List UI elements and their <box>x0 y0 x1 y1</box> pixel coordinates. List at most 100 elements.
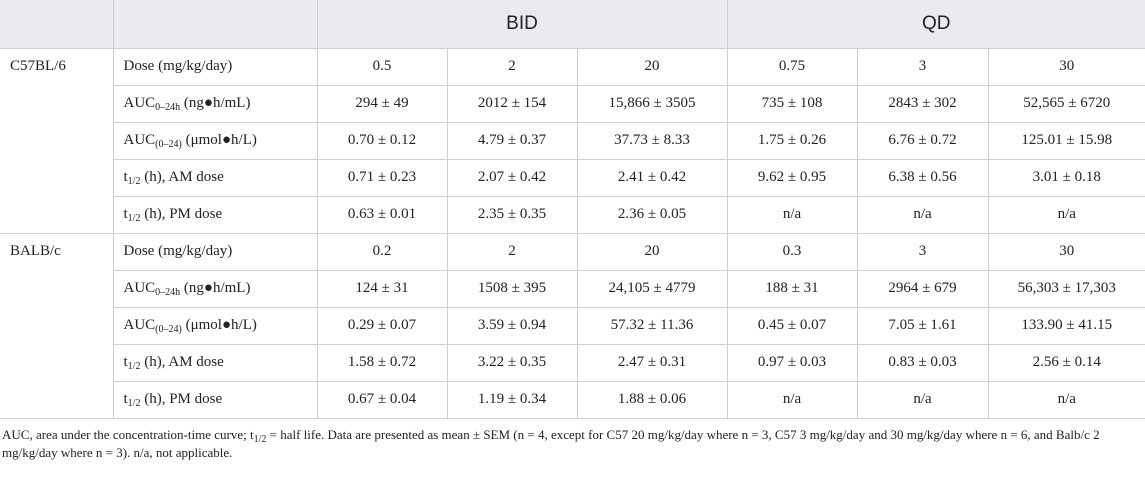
value-cell: 9.62 ± 0.95 <box>726 158 858 197</box>
text-run: t <box>123 391 128 407</box>
value-cell: 4.79 ± 0.37 <box>446 121 578 160</box>
row-label: t1/2 (h), PM dose <box>113 195 318 234</box>
group-header: QD <box>726 0 1145 49</box>
value-cell: 1.75 ± 0.26 <box>726 121 858 160</box>
text-run: (ng●h/mL) <box>180 280 251 296</box>
subscript: 1/2 <box>127 176 141 187</box>
value-cell: 15,866 ± 3505 <box>576 84 728 123</box>
value-cell: 37.73 ± 8.33 <box>576 121 728 160</box>
text-run: (μmol●h/L) <box>181 317 257 333</box>
table-row: t1/2 (h), PM dose 0.63 ± 0.01 2.35 ± 0.35 2… <box>0 195 1145 234</box>
table-row: t1/2 (h), PM dose 0.67 ± 0.04 1.19 ± 0.34 1… <box>0 380 1145 419</box>
value-cell: 294 ± 49 <box>316 84 448 123</box>
value-cell: 7.05 ± 1.61 <box>856 306 989 345</box>
value-cell: n/a <box>726 380 858 419</box>
value-cell: 2.07 ± 0.42 <box>446 158 578 197</box>
value-cell: 0.75 <box>726 48 858 86</box>
data-table: BID QD C57BL/6 Dose (mg/kg/day) 0.5 2 20 0.75… <box>0 0 1145 419</box>
text-run: AUC, area under the concentration-time c… <box>2 426 254 442</box>
value-cell: 30 <box>987 232 1145 271</box>
text-run: AUC <box>123 132 156 148</box>
value-cell: 0.3 <box>726 232 858 271</box>
value-cell: 3.22 ± 0.35 <box>446 343 578 382</box>
strain-cell: C57BL/6 <box>0 48 114 234</box>
subscript: 1/2 <box>253 433 267 445</box>
text-run: Dose (mg/kg/day) <box>123 243 233 259</box>
table-row: t1/2 (h), AM dose 0.71 ± 0.23 2.07 ± 0.42 2… <box>0 158 1145 197</box>
value-cell: 0.67 ± 0.04 <box>316 380 448 419</box>
value-cell: 2.36 ± 0.05 <box>576 195 728 234</box>
value-cell: 2843 ± 302 <box>856 84 989 123</box>
value-cell: 133.90 ± 41.15 <box>987 306 1145 345</box>
row-label: Dose (mg/kg/day) <box>112 48 318 86</box>
subscript: (0–24) <box>155 139 182 150</box>
subscript: 1/2 <box>127 213 141 224</box>
value-cell: n/a <box>726 195 858 234</box>
value-cell: n/a <box>856 380 989 419</box>
row-label: t1/2 (h), PM dose <box>113 380 318 419</box>
value-cell: 0.71 ± 0.23 <box>316 158 448 197</box>
value-cell: 0.2 <box>316 232 448 271</box>
text-run: AUC <box>123 280 156 296</box>
value-cell: n/a <box>856 195 989 234</box>
table-header: BID QD <box>0 0 1145 49</box>
text-run: (h), AM dose <box>140 169 224 185</box>
row-label: AUC(0–24) (μmol●h/L) <box>113 306 318 345</box>
value-cell: 30 <box>987 48 1145 86</box>
value-cell: 2 <box>446 232 578 271</box>
value-cell: 3.59 ± 0.94 <box>446 306 578 345</box>
text-run: AUC <box>123 95 156 111</box>
value-cell: 3 <box>856 48 989 86</box>
table-row: AUC(0–24) (μmol●h/L) 0.29 ± 0.07 3.59 ± 0.… <box>0 306 1145 345</box>
value-cell: 0.45 ± 0.07 <box>726 306 858 345</box>
value-cell: 3 <box>856 232 989 271</box>
value-cell: 0.5 <box>316 48 448 86</box>
row-label: AUC0–24h (ng●h/mL) <box>113 84 318 123</box>
text-run: AUC <box>123 317 156 333</box>
subscript: 0–24h <box>155 287 181 298</box>
value-cell: 52,565 ± 6720 <box>987 84 1145 123</box>
group-header: BID <box>316 0 728 49</box>
text-run: Dose (mg/kg/day) <box>123 58 233 74</box>
value-cell: 125.01 ± 15.98 <box>987 121 1145 160</box>
value-cell: 735 ± 108 <box>726 84 858 123</box>
text-run: (ng●h/mL) <box>180 95 251 111</box>
value-cell: 2 <box>446 48 578 86</box>
table-row: AUC0–24h (ng●h/mL) 294 ± 49 2012 ± 154 15,8… <box>0 84 1145 123</box>
value-cell: 2.47 ± 0.31 <box>576 343 728 382</box>
text-run: t <box>123 206 128 222</box>
text-run: (h), AM dose <box>140 354 224 370</box>
header-blank <box>112 0 318 49</box>
value-cell: n/a <box>987 380 1145 419</box>
value-cell: 6.38 ± 0.56 <box>856 158 989 197</box>
table-row: AUC0–24h (ng●h/mL) 124 ± 31 1508 ± 395 24,1… <box>0 269 1145 308</box>
header-row: BID QD <box>0 0 1145 49</box>
value-cell: 1508 ± 395 <box>446 269 578 308</box>
subscript: 1/2 <box>127 361 141 372</box>
value-cell: 2.56 ± 0.14 <box>987 343 1145 382</box>
text-run: (μmol●h/L) <box>181 132 257 148</box>
value-cell: 2.41 ± 0.42 <box>576 158 728 197</box>
value-cell: 24,105 ± 4779 <box>576 269 728 308</box>
value-cell: 20 <box>576 48 728 86</box>
value-cell: n/a <box>987 195 1145 234</box>
value-cell: 57.32 ± 11.36 <box>576 306 728 345</box>
value-cell: 6.76 ± 0.72 <box>856 121 989 160</box>
value-cell: 1.58 ± 0.72 <box>316 343 448 382</box>
text-run: t <box>123 169 128 185</box>
text-run: (h), PM dose <box>140 391 223 407</box>
subscript: 0–24h <box>155 102 181 113</box>
value-cell: 1.88 ± 0.06 <box>576 380 728 419</box>
row-label: t1/2 (h), AM dose <box>113 158 318 197</box>
text-run: (h), PM dose <box>140 206 223 222</box>
value-cell: 1.19 ± 0.34 <box>446 380 578 419</box>
value-cell: 0.29 ± 0.07 <box>316 306 448 345</box>
value-cell: 3.01 ± 0.18 <box>987 158 1145 197</box>
subscript: 1/2 <box>127 398 141 409</box>
value-cell: 20 <box>576 232 728 271</box>
row-label: AUC0–24h (ng●h/mL) <box>113 269 318 308</box>
page: BID QD C57BL/6 Dose (mg/kg/day) 0.5 2 20 0.75… <box>0 0 1145 460</box>
value-cell: 124 ± 31 <box>316 269 448 308</box>
value-cell: 2.35 ± 0.35 <box>446 195 578 234</box>
value-cell: 0.97 ± 0.03 <box>726 343 858 382</box>
